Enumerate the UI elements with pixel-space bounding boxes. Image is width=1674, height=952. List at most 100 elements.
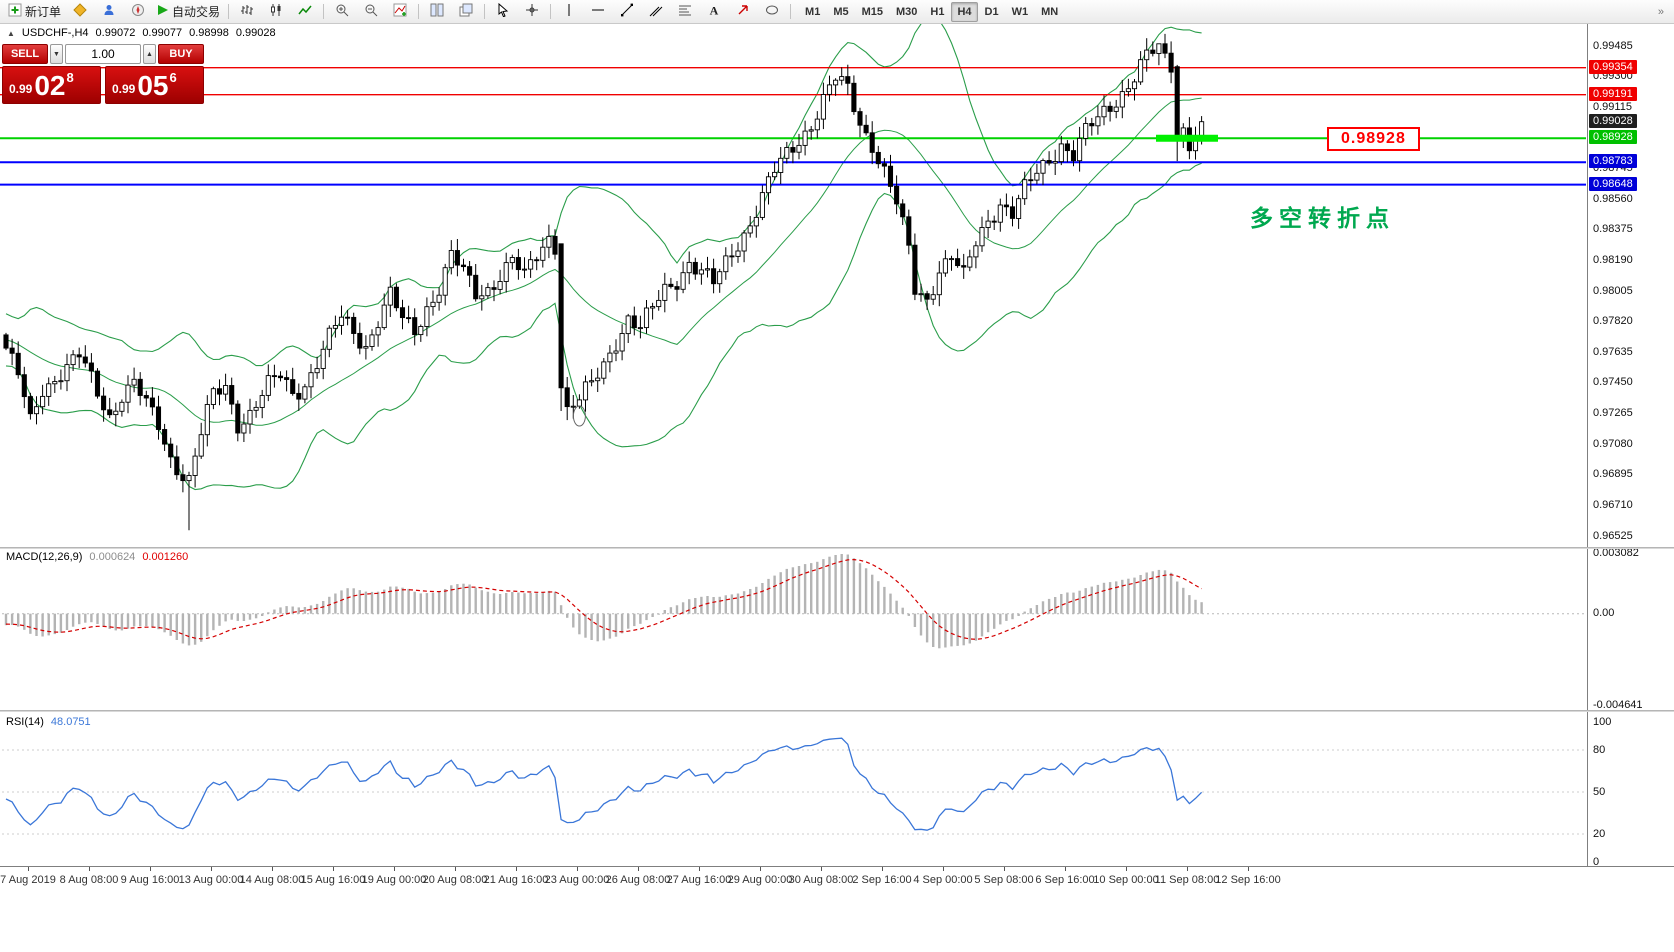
time-tick bbox=[943, 867, 944, 871]
price-tick: 0.96525 bbox=[1593, 529, 1633, 542]
time-tick bbox=[1126, 867, 1127, 871]
cursor-button[interactable] bbox=[489, 1, 517, 23]
arrow-tool-icon bbox=[736, 3, 750, 20]
new-order-icon bbox=[8, 3, 22, 20]
zoom-out-button[interactable] bbox=[357, 1, 385, 23]
timeframe-m1[interactable]: M1 bbox=[805, 5, 821, 18]
time-tick bbox=[760, 867, 761, 871]
time-label: 23 Aug 00:00 bbox=[544, 874, 610, 886]
time-label: 21 Aug 16:00 bbox=[483, 874, 549, 886]
volume-decrement-button[interactable]: ▼ bbox=[50, 44, 63, 64]
time-label: 9 Aug 16:00 bbox=[120, 874, 180, 886]
horizontal-line-button[interactable] bbox=[584, 1, 612, 23]
candlestick-chart-button[interactable] bbox=[262, 1, 290, 23]
horizontal-line-icon bbox=[591, 3, 605, 20]
price-tick: 0.97820 bbox=[1593, 315, 1633, 328]
volume-increment-button[interactable]: ▲ bbox=[143, 44, 156, 64]
zoom-in-button[interactable] bbox=[328, 1, 356, 23]
buy-quote-panel[interactable]: 0.99 05 6 bbox=[105, 66, 204, 104]
window-controls: » bbox=[1658, 6, 1664, 18]
line-chart-button[interactable] bbox=[291, 1, 319, 23]
channel-button[interactable] bbox=[642, 1, 670, 23]
time-label: 11 Sep 08:00 bbox=[1154, 874, 1220, 886]
timeframe-h1[interactable]: H1 bbox=[930, 5, 945, 18]
time-label: 6 Sep 16:00 bbox=[1035, 874, 1095, 886]
macd-main-value: 0.000624 bbox=[89, 551, 136, 563]
autotrading-play-icon bbox=[157, 4, 169, 19]
navigator-button[interactable] bbox=[124, 1, 152, 23]
toolbar-separator bbox=[550, 4, 552, 19]
buy-price-big: 05 bbox=[137, 70, 169, 101]
time-tick bbox=[1248, 867, 1249, 871]
price-chart-canvas[interactable] bbox=[0, 24, 1674, 892]
rsi-scale-tick: 20 bbox=[1593, 827, 1606, 840]
bar-chart-button[interactable] bbox=[233, 1, 261, 23]
data-window-button[interactable] bbox=[95, 1, 123, 23]
candlestick-chart-icon bbox=[269, 3, 283, 20]
price-scale[interactable]: 0.994850.993000.991150.987450.985600.983… bbox=[1587, 24, 1674, 892]
crosshair-button[interactable] bbox=[518, 1, 546, 23]
new-order-button[interactable]: 新订单 bbox=[4, 1, 65, 23]
timeframe-mn[interactable]: MN bbox=[1041, 5, 1059, 18]
vertical-line-button[interactable] bbox=[555, 1, 583, 23]
volume-input[interactable] bbox=[65, 44, 141, 64]
timeframe-d1[interactable]: D1 bbox=[984, 5, 999, 18]
macd-label: MACD(12,26,9) 0.000624 0.001260 bbox=[6, 551, 188, 563]
one-click-trading-panel: SELL ▼ ▲ BUY 0.99 02 8 0.99 05 6 bbox=[2, 44, 204, 104]
buy-button[interactable]: BUY bbox=[158, 44, 204, 64]
time-label: 7 Aug 2019 bbox=[0, 874, 56, 886]
timeframe-w1[interactable]: W1 bbox=[1011, 5, 1029, 18]
time-tick bbox=[394, 867, 395, 871]
time-axis[interactable]: 7 Aug 2019 8 Aug 08:00 9 Aug 16:00 13 Aug 0… bbox=[0, 866, 1674, 893]
cascade-windows-button[interactable] bbox=[452, 1, 480, 23]
macd-name: MACD(12,26,9) bbox=[6, 551, 83, 563]
price-tick: 0.98375 bbox=[1593, 223, 1633, 236]
timeframe-m15[interactable]: M15 bbox=[861, 5, 883, 18]
time-tick bbox=[882, 867, 883, 871]
time-label: 20 Aug 08:00 bbox=[422, 874, 488, 886]
toolbar-separator bbox=[484, 4, 486, 19]
time-label: 8 Aug 08:00 bbox=[59, 874, 119, 886]
tile-windows-button[interactable] bbox=[423, 1, 451, 23]
time-tick bbox=[89, 867, 90, 871]
buy-price-pip: 6 bbox=[169, 70, 177, 85]
price-tick: 0.98190 bbox=[1593, 253, 1633, 266]
macd-signal-value: 0.001260 bbox=[142, 551, 189, 563]
panel-divider[interactable] bbox=[0, 710, 1674, 712]
ohlc-close: 0.99028 bbox=[235, 27, 276, 39]
trendline-button[interactable] bbox=[613, 1, 641, 23]
autotrading-button[interactable]: 自动交易 bbox=[153, 1, 224, 23]
macd-scale-tick: -0.004641 bbox=[1593, 698, 1643, 711]
zoom-out-icon bbox=[364, 3, 378, 20]
time-tick bbox=[211, 867, 212, 871]
indicators-button[interactable] bbox=[386, 1, 414, 23]
price-badge: 0.99191 bbox=[1589, 86, 1637, 101]
collapse-panel-icon[interactable]: ▲ bbox=[7, 28, 15, 38]
price-badge: 0.98783 bbox=[1589, 154, 1637, 169]
main-toolbar: 新订单 自动交易 bbox=[0, 0, 1674, 24]
panel-divider[interactable] bbox=[0, 547, 1674, 549]
cascade-windows-icon bbox=[459, 3, 473, 20]
timeframe-m30[interactable]: M30 bbox=[896, 5, 918, 18]
time-label: 10 Sep 00:00 bbox=[1093, 874, 1159, 886]
navigator-icon bbox=[131, 3, 145, 20]
sell-button[interactable]: SELL bbox=[2, 44, 48, 64]
sell-quote-panel[interactable]: 0.99 02 8 bbox=[2, 66, 101, 104]
price-tick: 0.99485 bbox=[1593, 39, 1633, 52]
toolbar-overflow-icon[interactable]: » bbox=[1657, 5, 1664, 18]
arrow-tool-button[interactable] bbox=[729, 1, 757, 23]
bar-chart-icon bbox=[240, 3, 254, 20]
shapes-button[interactable] bbox=[758, 1, 786, 23]
text-button[interactable]: A bbox=[700, 1, 728, 23]
market-watch-button[interactable] bbox=[66, 1, 94, 23]
fibonacci-button[interactable] bbox=[671, 1, 699, 23]
time-tick bbox=[150, 867, 151, 871]
timeframe-m5[interactable]: M5 bbox=[833, 5, 849, 18]
sell-price-prefix: 0.99 bbox=[9, 82, 33, 96]
channel-icon bbox=[649, 3, 663, 20]
rsi-scale-tick: 50 bbox=[1593, 785, 1606, 798]
symbol-title: USDCHF-,H4 bbox=[21, 27, 89, 39]
sell-price-pip: 8 bbox=[66, 70, 74, 85]
timeframe-h4[interactable]: H4 bbox=[951, 1, 978, 22]
spin-up-icon: ▲ bbox=[146, 50, 153, 58]
